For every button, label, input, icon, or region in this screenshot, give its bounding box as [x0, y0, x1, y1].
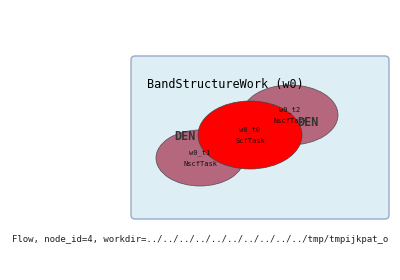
Text: DEN: DEN [297, 116, 319, 129]
FancyBboxPatch shape [131, 56, 389, 219]
Text: w0_t1: w0_t1 [189, 150, 211, 156]
Text: BandStructureWork (w0): BandStructureWork (w0) [147, 78, 304, 91]
Ellipse shape [198, 101, 302, 169]
Text: w0_t0: w0_t0 [239, 127, 261, 133]
Ellipse shape [242, 85, 338, 145]
Text: NscfTask: NscfTask [273, 118, 307, 124]
Ellipse shape [156, 130, 244, 186]
Text: NscfTask: NscfTask [183, 161, 217, 167]
Text: Flow, node_id=4, workdir=../../../../../../../../../../tmp/tmpijkpat_o: Flow, node_id=4, workdir=../../../../../… [12, 235, 388, 244]
Text: w0_t2: w0_t2 [279, 107, 301, 113]
Text: ScfTask: ScfTask [235, 138, 265, 144]
Text: DEN: DEN [174, 129, 196, 143]
